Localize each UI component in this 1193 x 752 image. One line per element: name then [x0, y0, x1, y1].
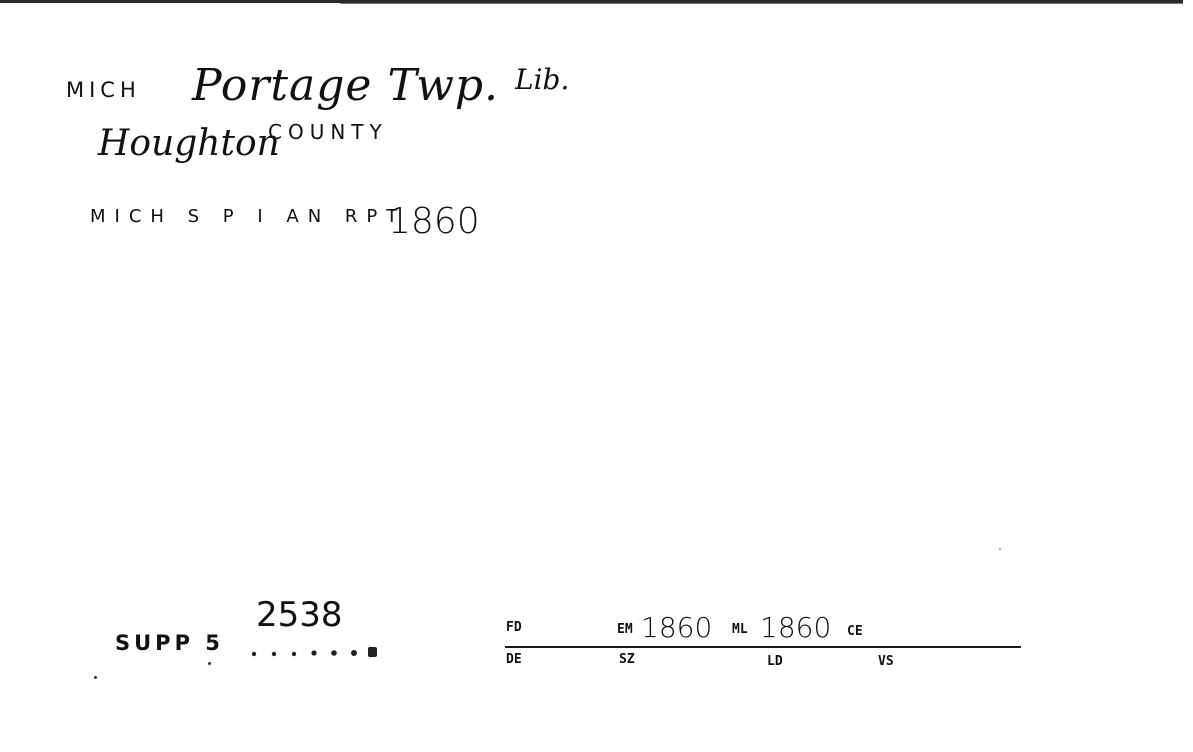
supplement-dot-leader: [251, 647, 377, 657]
supplement-number-handwritten: 2538: [256, 595, 343, 635]
county-label-typed: COUNTY: [268, 120, 388, 144]
source-year-handwritten: 1860: [388, 201, 480, 242]
field-label-ml: ML: [732, 622, 748, 637]
field-value-em: 1860: [641, 611, 713, 644]
field-label-vs: VS: [878, 654, 894, 669]
field-value-ml: 1860: [760, 611, 832, 644]
library-suffix-handwritten: Lib.: [515, 63, 570, 96]
top-border-rule-secondary: [340, 3, 1183, 4]
field-label-ld: LD: [767, 654, 783, 669]
county-name-handwritten: Houghton: [98, 123, 280, 164]
stray-ink-mark: [999, 548, 1001, 550]
field-label-de: DE: [506, 652, 522, 667]
state-abbreviation: MICH: [66, 78, 141, 102]
field-label-em: EM: [617, 622, 633, 637]
field-label-sz: SZ: [619, 652, 635, 667]
field-label-ce: CE: [847, 624, 863, 639]
form-divider-rule: [505, 646, 1021, 648]
stray-ink-mark: [208, 662, 211, 665]
supplement-label: SUPP 5: [115, 631, 224, 655]
top-border-rule: [0, 0, 1183, 3]
library-name-handwritten: Portage Twp.: [192, 60, 500, 111]
field-label-fd: FD: [506, 620, 522, 635]
stray-ink-mark: [94, 676, 97, 679]
source-citation: MICH S P I AN RPT: [90, 206, 407, 227]
